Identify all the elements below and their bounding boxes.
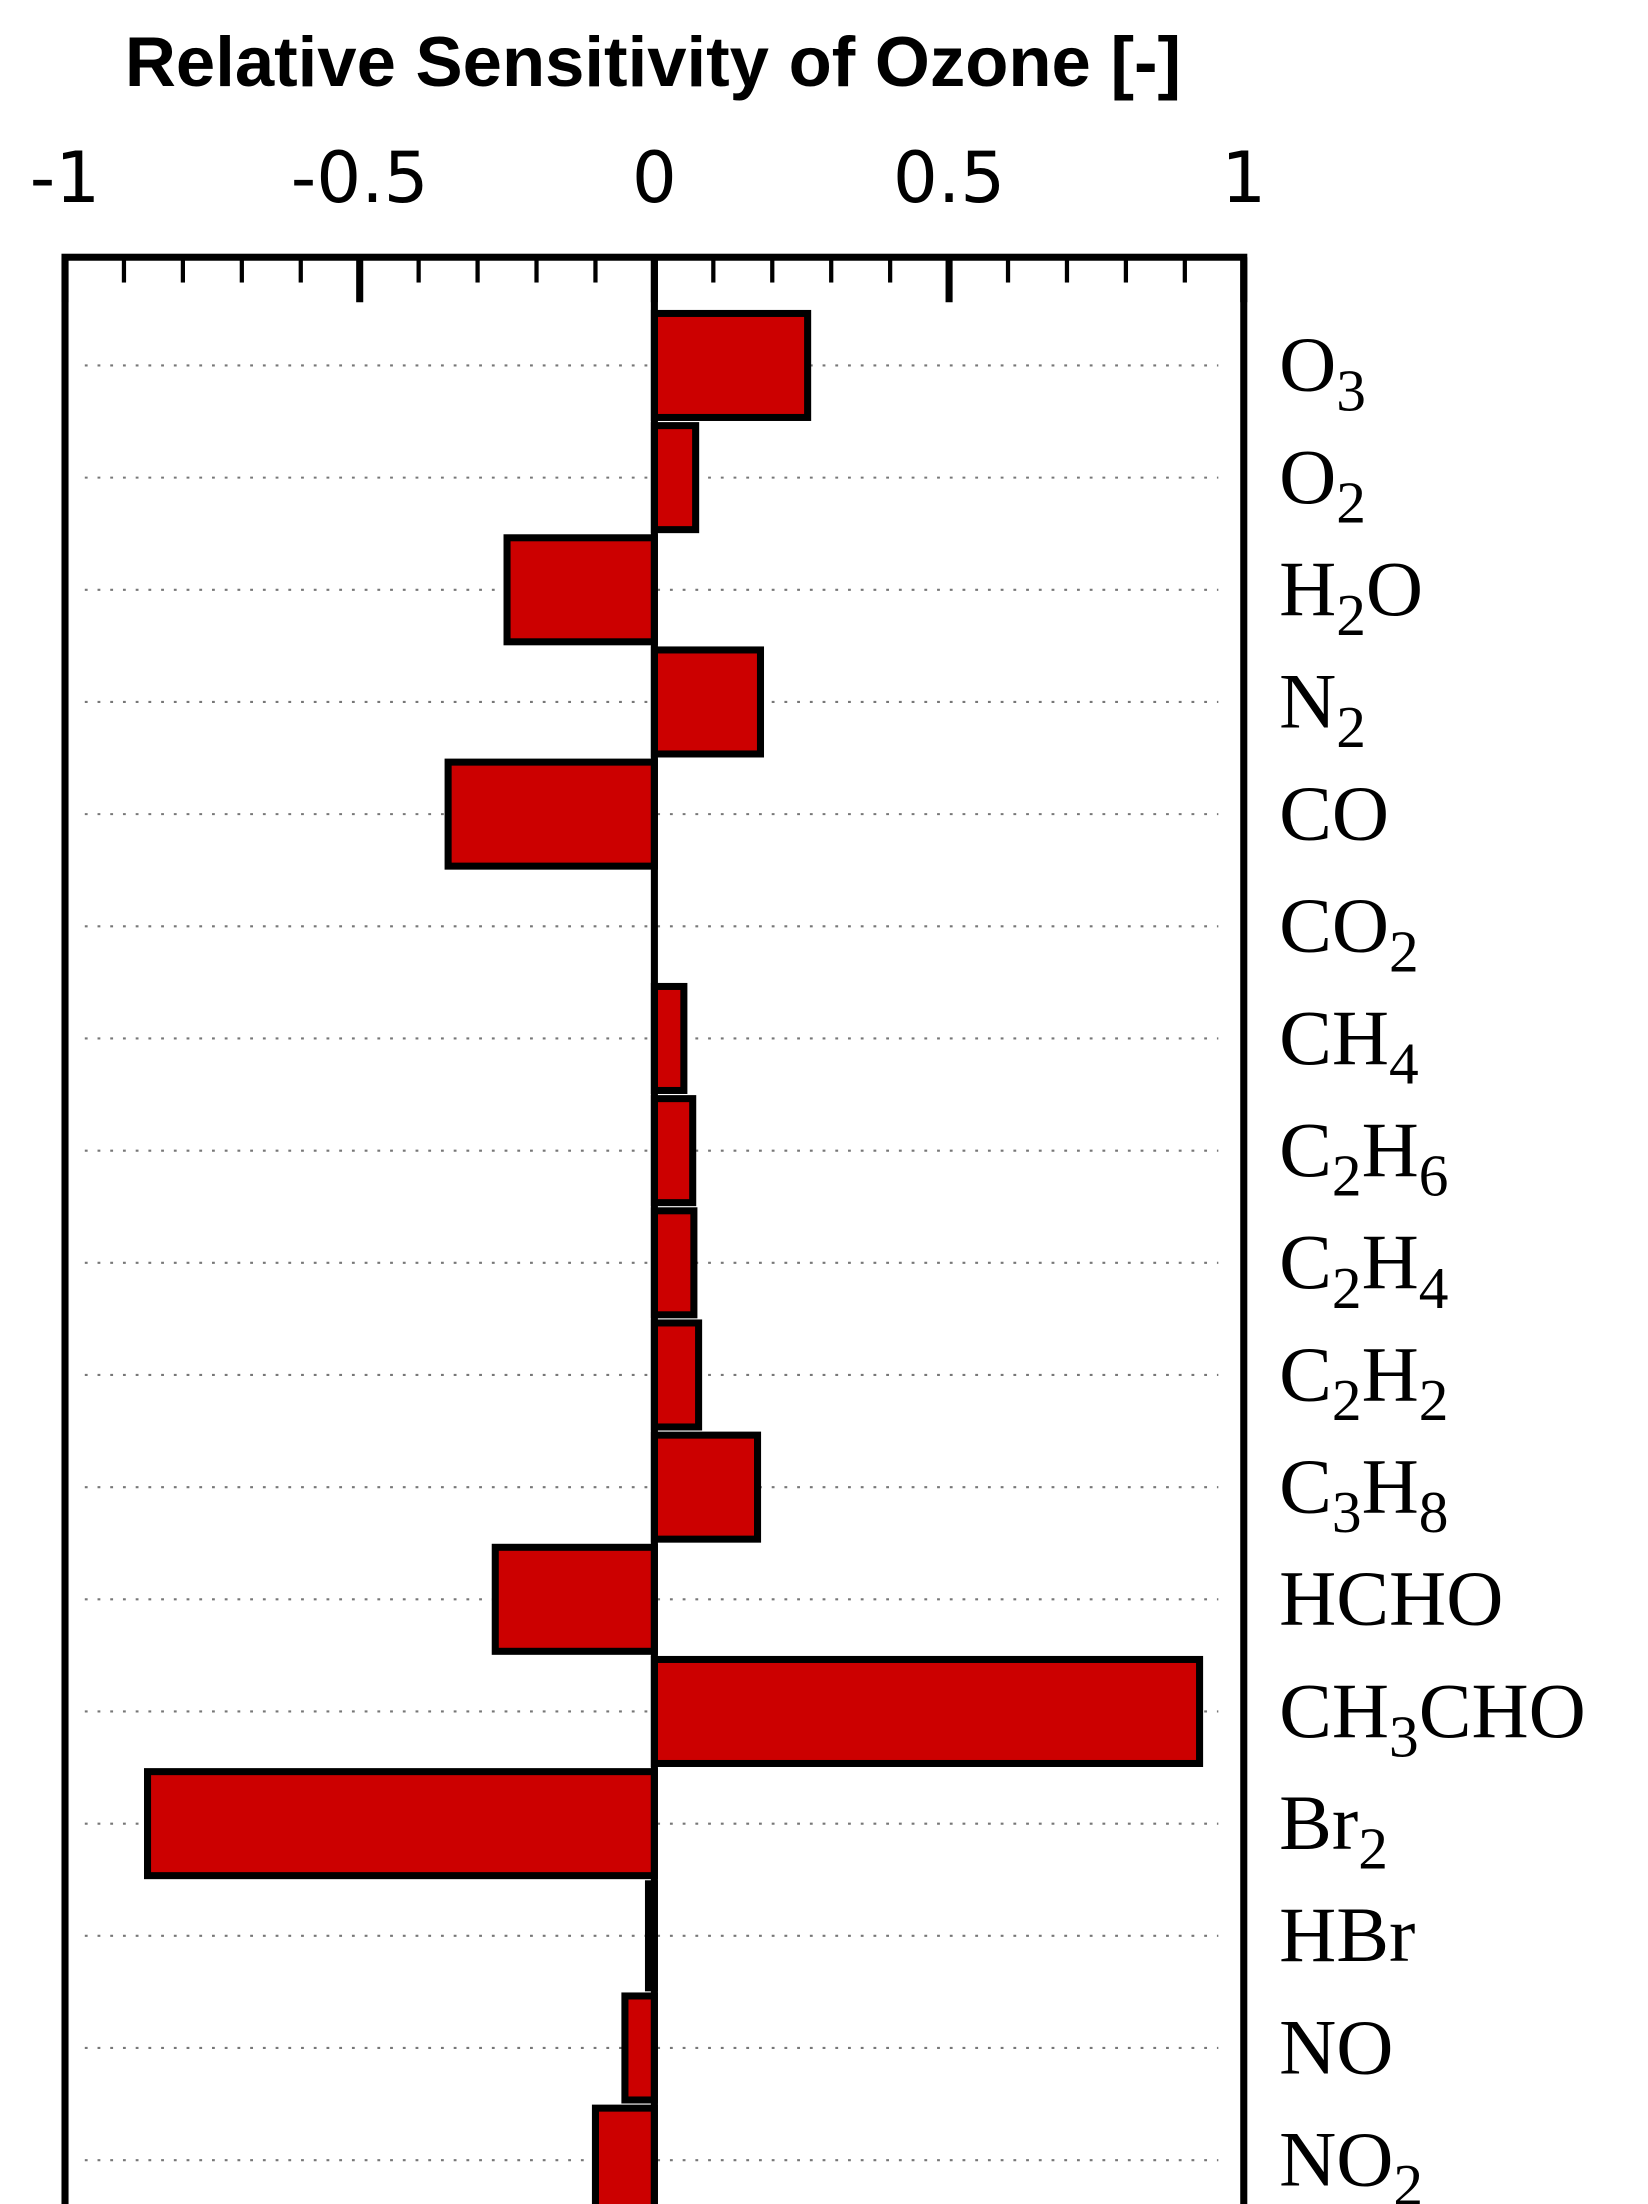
x-tick-label: 0.5: [893, 137, 1005, 219]
y-tick-label: CO: [1279, 771, 1389, 858]
y-tick-label: NO2: [1279, 2117, 1423, 2204]
y-tick-label: C2H4: [1279, 1219, 1448, 1320]
plot-frame: [61, 253, 1248, 2204]
y-tick-label: CH3CHO: [1279, 1668, 1586, 1769]
x-tick-label: -0.5: [291, 137, 429, 219]
y-tick-label: CO2: [1279, 883, 1419, 984]
bar: [650, 309, 812, 421]
y-tick-label: HCHO: [1279, 1556, 1503, 1643]
bar: [591, 2104, 658, 2204]
bar: [650, 1319, 703, 1431]
bar: [650, 1655, 1204, 1767]
y-tick-label: O2: [1279, 434, 1366, 535]
y-tick-label: O3: [1279, 322, 1366, 423]
bar: [444, 758, 658, 870]
y-tick-label: NO: [1279, 2004, 1393, 2091]
y-tick-label: CH4: [1279, 995, 1419, 1096]
bar: [650, 1095, 697, 1207]
y-tick-label: HBr: [1279, 1892, 1415, 1979]
bar: [650, 1431, 762, 1543]
y-tick-label: C2H6: [1279, 1107, 1448, 1208]
y-tick-label: C2H2: [1279, 1331, 1448, 1432]
bar: [491, 1543, 658, 1655]
bar: [621, 1992, 658, 2104]
chart-title: Relative Sensitivity of Ozone [-]: [125, 22, 1181, 101]
y-tick-label: C3H8: [1279, 1444, 1448, 1545]
bar: [143, 1768, 658, 1880]
y-tick-label: Br2: [1279, 1780, 1388, 1881]
x-tick-label: 0: [632, 137, 677, 219]
y-tick-label: N2: [1279, 658, 1366, 759]
x-tick-label: 1: [1221, 137, 1266, 219]
bar: [650, 1207, 698, 1319]
y-tick-label: H2O: [1279, 546, 1423, 647]
bar: [503, 534, 658, 646]
bar: [650, 982, 688, 1094]
bar: [650, 422, 700, 534]
bar: [650, 646, 765, 758]
x-tick-label: -1: [30, 137, 100, 219]
